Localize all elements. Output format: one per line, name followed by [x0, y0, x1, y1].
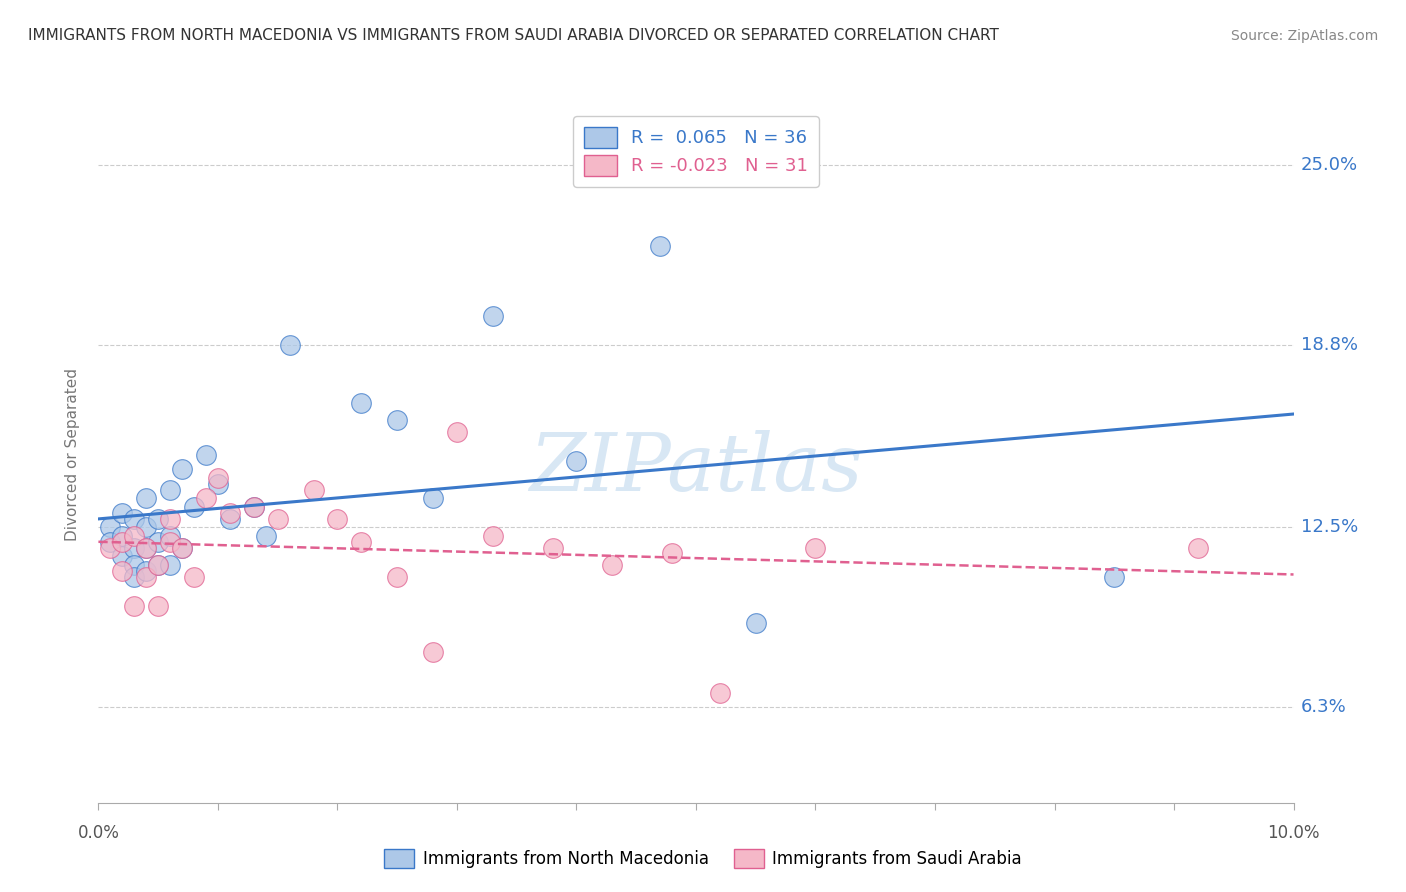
Point — [194, 448, 218, 462]
Legend: Immigrants from North Macedonia, Immigrants from Saudi Arabia: Immigrants from North Macedonia, Immigra… — [378, 842, 1028, 875]
Point — [135, 541, 157, 555]
Point — [194, 491, 218, 506]
Point — [254, 529, 277, 543]
Point — [159, 535, 181, 549]
Point — [98, 541, 122, 555]
Point — [124, 599, 146, 613]
Text: 25.0%: 25.0% — [1301, 156, 1358, 174]
Point — [278, 338, 301, 352]
Point — [135, 564, 157, 578]
Point — [111, 506, 134, 520]
Point — [243, 500, 266, 514]
Point — [135, 570, 157, 584]
Point — [481, 529, 505, 543]
Point — [159, 558, 181, 573]
Point — [172, 462, 194, 476]
Point — [804, 541, 827, 555]
Point — [148, 512, 170, 526]
Point — [135, 491, 157, 506]
Y-axis label: Divorced or Separated: Divorced or Separated — [65, 368, 80, 541]
Point — [350, 396, 373, 410]
Point — [135, 520, 157, 534]
Point — [98, 520, 122, 534]
Point — [124, 512, 146, 526]
Text: 6.3%: 6.3% — [1301, 698, 1347, 716]
Point — [267, 512, 290, 526]
Point — [385, 413, 409, 427]
Point — [124, 558, 146, 573]
Point — [541, 541, 564, 555]
Point — [159, 529, 181, 543]
Point — [111, 535, 134, 549]
Point — [111, 564, 134, 578]
Point — [350, 535, 373, 549]
Point — [422, 645, 444, 659]
Point — [135, 541, 157, 555]
Text: 12.5%: 12.5% — [1301, 518, 1358, 536]
Point — [172, 541, 194, 555]
Point — [422, 491, 444, 506]
Text: ZIPatlas: ZIPatlas — [529, 430, 863, 508]
Point — [159, 512, 181, 526]
Text: Source: ZipAtlas.com: Source: ZipAtlas.com — [1230, 29, 1378, 43]
Point — [183, 570, 205, 584]
Point — [385, 570, 409, 584]
Point — [124, 529, 146, 543]
Point — [1187, 541, 1209, 555]
Point — [326, 512, 349, 526]
Point — [565, 454, 588, 468]
Point — [745, 615, 768, 630]
Point — [207, 471, 229, 485]
Point — [159, 483, 181, 497]
Point — [648, 239, 672, 253]
Point — [243, 500, 266, 514]
Point — [111, 549, 134, 564]
Text: IMMIGRANTS FROM NORTH MACEDONIA VS IMMIGRANTS FROM SAUDI ARABIA DIVORCED OR SEPA: IMMIGRANTS FROM NORTH MACEDONIA VS IMMIG… — [28, 29, 1000, 43]
Point — [148, 558, 170, 573]
Point — [98, 535, 122, 549]
Text: 10.0%: 10.0% — [1267, 824, 1320, 842]
Point — [148, 599, 170, 613]
Point — [219, 506, 242, 520]
Point — [124, 570, 146, 584]
Text: 18.8%: 18.8% — [1301, 335, 1358, 354]
Point — [183, 500, 205, 514]
Point — [124, 541, 146, 555]
Point — [219, 512, 242, 526]
Point — [481, 309, 505, 323]
Point — [600, 558, 623, 573]
Point — [446, 425, 468, 439]
Point — [207, 476, 229, 491]
Point — [148, 558, 170, 573]
Legend: R =  0.065   N = 36, R = -0.023   N = 31: R = 0.065 N = 36, R = -0.023 N = 31 — [574, 116, 818, 186]
Point — [111, 529, 134, 543]
Point — [172, 541, 194, 555]
Point — [148, 535, 170, 549]
Point — [302, 483, 325, 497]
Point — [661, 546, 683, 561]
Point — [709, 685, 731, 699]
Text: 0.0%: 0.0% — [77, 824, 120, 842]
Point — [1104, 570, 1126, 584]
